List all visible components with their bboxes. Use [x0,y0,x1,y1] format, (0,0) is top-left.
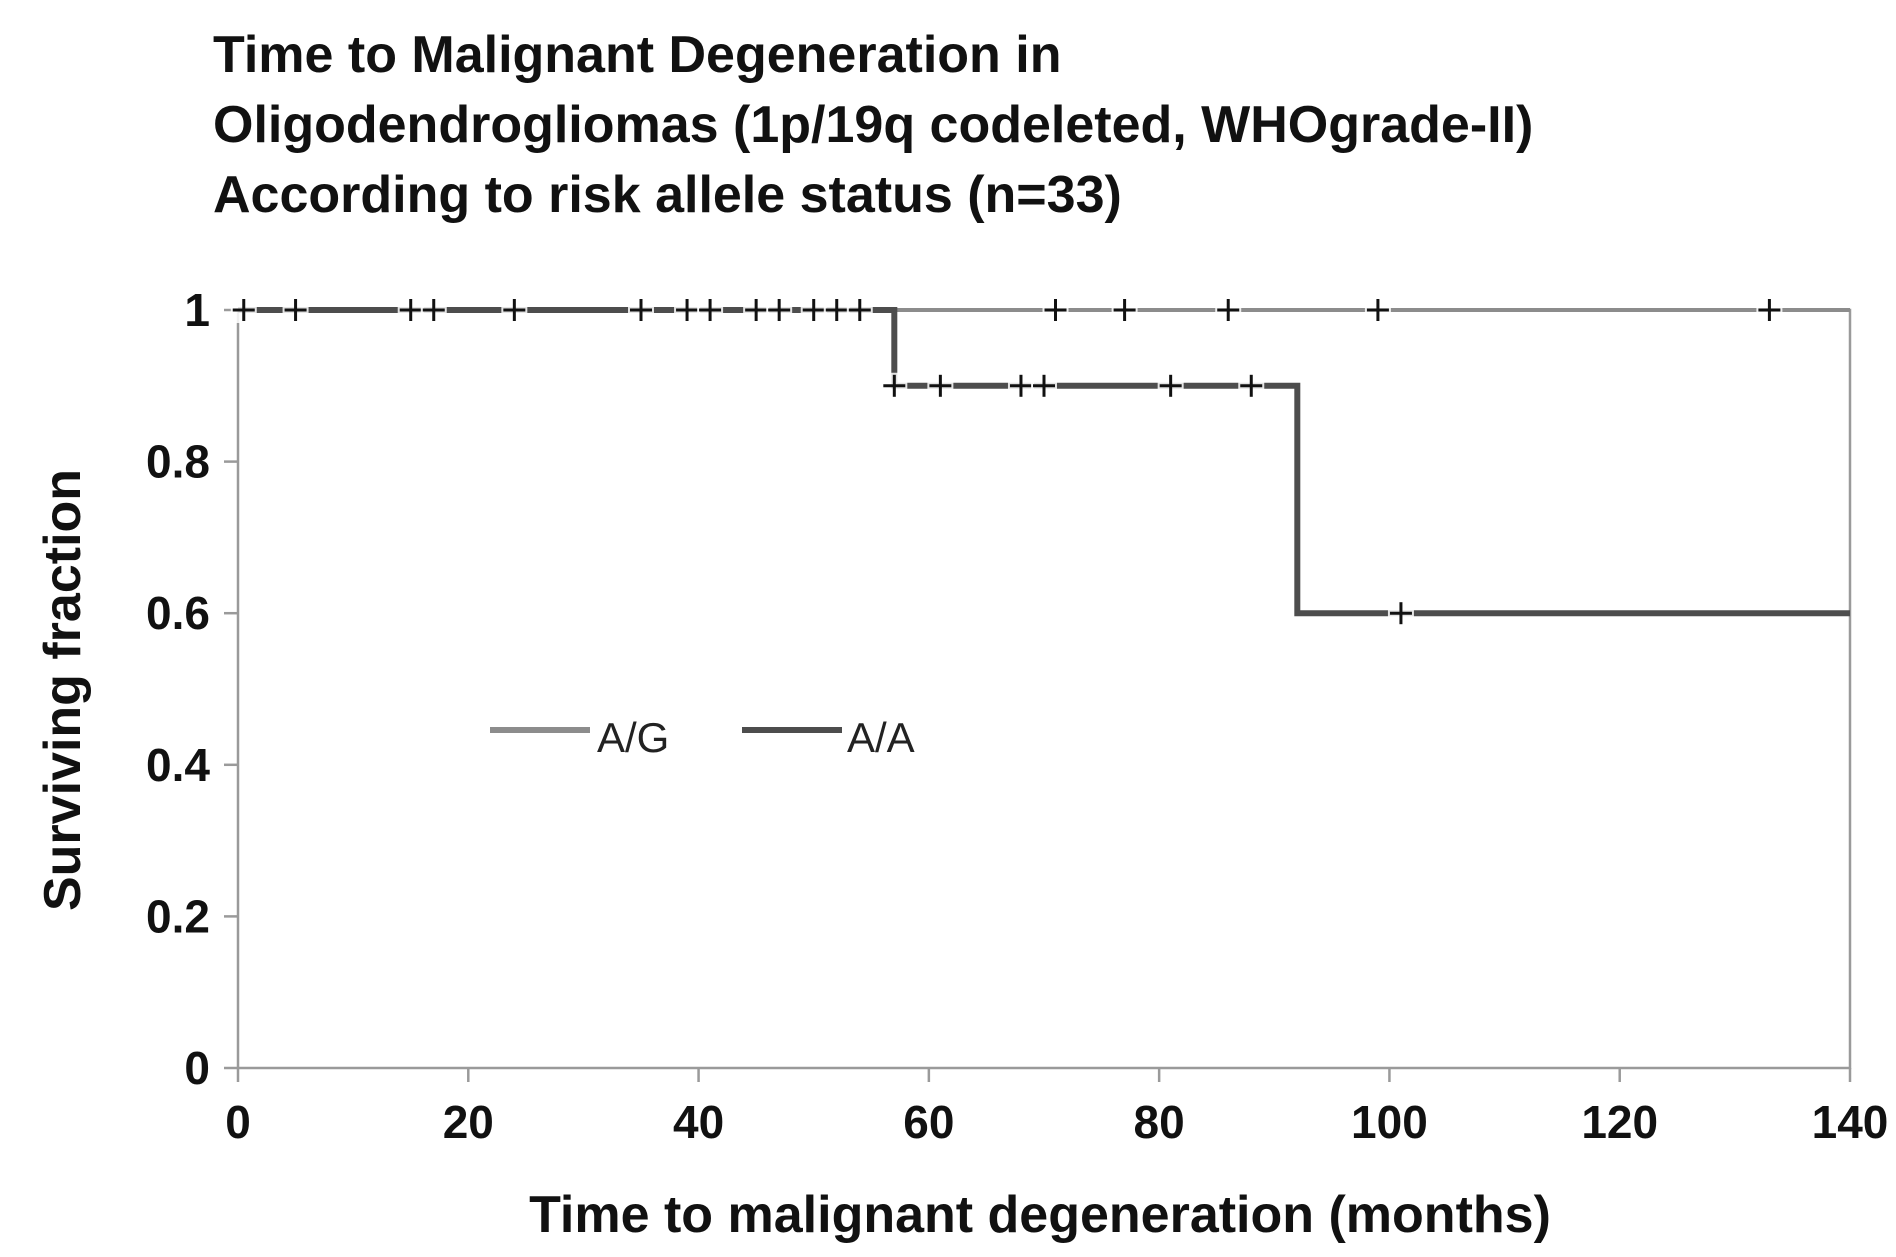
censor-mark-ag [800,297,827,323]
censor-mark-ag [397,297,424,323]
y-tick-label: 0.6 [146,587,210,639]
legend-label-ag: A/G [597,714,669,761]
series-layer [230,297,1850,627]
y-axis-label: Surviving fraction [34,469,92,911]
censor-mark-aa [1238,372,1265,399]
censor-mark-ag [628,297,654,323]
legend-label-aa: A/A [847,714,915,761]
censor-mark-aa [1007,372,1034,399]
x-tick-label: 40 [673,1096,724,1148]
x-tick-label: 60 [903,1096,954,1148]
x-axis-label: Time to malignant degeneration (months) [529,1186,1551,1244]
censor-mark-ag [1364,297,1391,323]
censor-mark-ag [697,297,724,323]
censor-mark-ag [1215,297,1242,323]
x-tick-label: 140 [1812,1096,1889,1148]
legend: A/G A/A [490,714,915,761]
title-line-1: Time to Malignant Degeneration in [213,26,1061,84]
censor-mark-ag [282,297,309,323]
x-tick-label: 80 [1134,1096,1185,1148]
censor-mark-ag [674,297,701,323]
y-axis: 0 0.2 0.4 0.6 0.8 1 [146,284,238,1094]
x-axis: 0 20 40 60 80 100 120 140 [225,1068,1888,1148]
series-line-aa [238,307,1850,617]
y-tick-label: 1 [184,284,210,336]
title-line-3: According to risk allele status (n=33) [213,166,1122,224]
censor-mark-ag [1756,297,1783,323]
censor-mark-ag [230,297,257,323]
x-tick-label: 0 [225,1096,251,1148]
censor-mark-ag [501,297,528,323]
censor-mark-ag [743,297,770,323]
censor-mark-aa [1157,372,1184,399]
y-tick-label: 0.4 [146,739,210,791]
censor-mark-aa [927,372,954,399]
plot-area-border [236,308,1852,1070]
censor-mark-ag [846,297,873,323]
censor-mark-ag [823,297,850,323]
censor-mark-ag [420,297,447,323]
censor-mark-aa [1387,600,1414,627]
censor-mark-ag [1111,297,1138,323]
title-line-2: Oligodendrogliomas (1p/19q codeleted, WH… [213,96,1533,154]
x-tick-label: 120 [1581,1096,1658,1148]
censor-mark-aa [1031,372,1057,399]
y-tick-label: 0.2 [146,890,210,942]
censor-mark-ag [1042,297,1069,323]
x-tick-label: 20 [443,1096,494,1148]
chart-title: Time to Malignant Degeneration in Oligod… [213,26,1533,224]
x-tick-label: 100 [1351,1096,1428,1148]
censor-mark-ag [766,297,793,323]
y-tick-label: 0 [184,1042,210,1094]
censor-mark-aa [881,372,908,399]
y-tick-label: 0.8 [146,436,210,488]
